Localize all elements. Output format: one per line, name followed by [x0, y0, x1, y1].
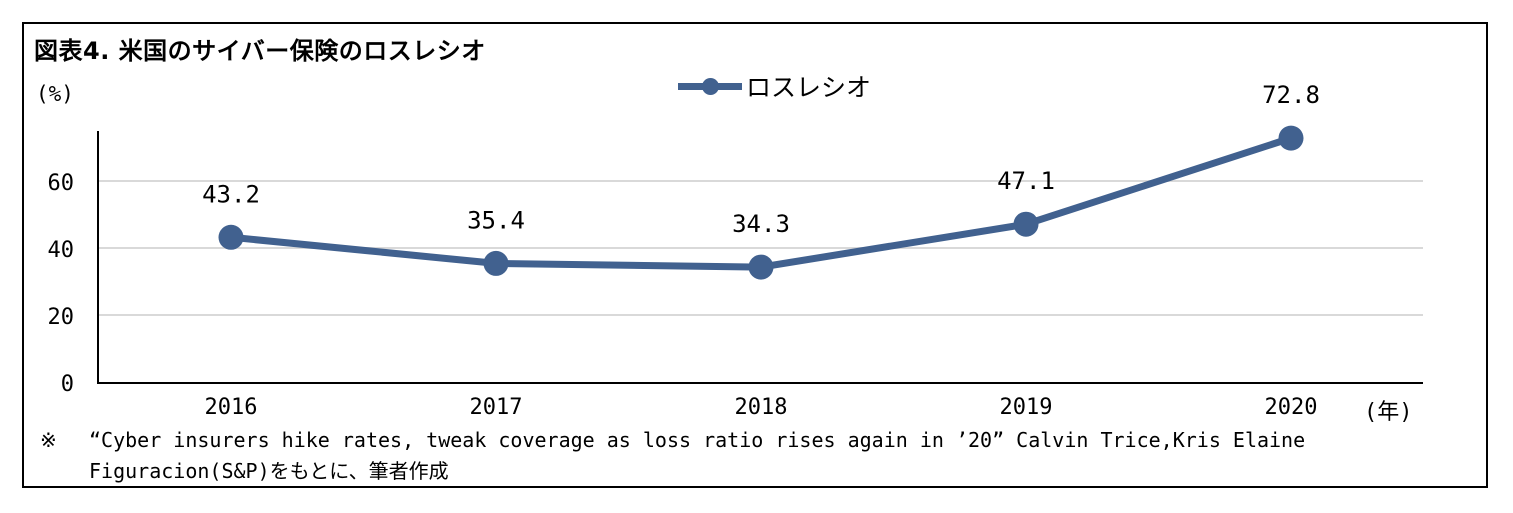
x-tick-label: 2016 — [205, 395, 258, 420]
data-label: 34.3 — [732, 210, 790, 238]
data-label: 43.2 — [202, 180, 260, 208]
y-tick-label: 0 — [61, 372, 74, 397]
chart-title: 図表4. 米国のサイバー保険のロスレシオ — [34, 37, 486, 65]
data-point — [218, 224, 244, 250]
x-tick-label: 2020 — [1265, 395, 1318, 420]
data-point — [748, 254, 774, 280]
x-tick-label: 2019 — [1000, 395, 1053, 420]
data-point — [483, 250, 509, 276]
chart-frame — [22, 22, 1488, 488]
x-tick-label: 2017 — [470, 395, 523, 420]
note-line-1: “Cyber insurers hike rates, tweak covera… — [89, 428, 1306, 452]
data-point — [1013, 211, 1039, 237]
note-mark: ※ — [40, 428, 57, 452]
note-line-2: Figuracion(S&P)をもとに、筆者作成 — [89, 459, 449, 483]
legend-dot-marker — [702, 77, 719, 95]
legend-line-marker — [678, 77, 742, 95]
x-tick-label: 2018 — [735, 395, 788, 420]
x-axis-unit: (年) — [1364, 400, 1413, 425]
legend: ロスレシオ — [678, 70, 871, 102]
y-tick-label: 20 — [48, 305, 75, 330]
y-tick-label: 40 — [48, 238, 75, 263]
legend-label: ロスレシオ — [746, 73, 872, 102]
data-point — [1278, 125, 1304, 151]
data-label: 47.1 — [997, 167, 1055, 195]
data-label: 35.4 — [467, 206, 525, 234]
y-tick-label: 60 — [48, 171, 75, 196]
y-axis-unit: (%) — [36, 82, 74, 106]
source-note: ※ “Cyber insurers hike rates, tweak cover… — [40, 425, 1305, 487]
data-label: 72.8 — [1262, 81, 1320, 109]
